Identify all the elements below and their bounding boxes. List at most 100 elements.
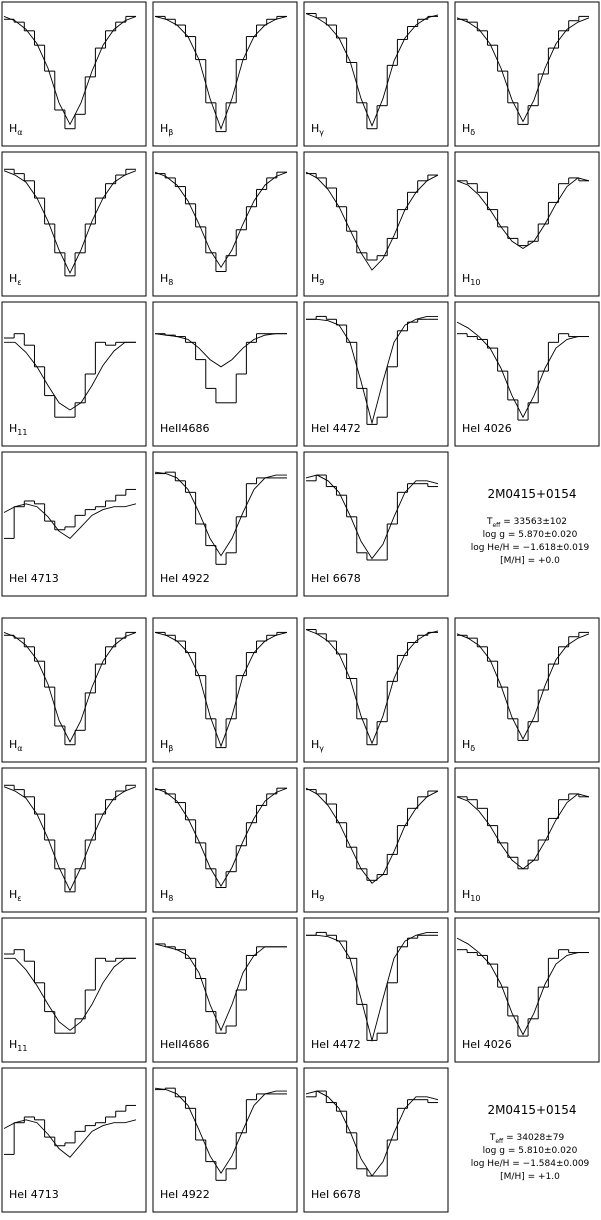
label: Hδ bbox=[462, 738, 475, 753]
model-line bbox=[305, 1090, 439, 1177]
label: [M/H] = +0.0 bbox=[500, 556, 560, 566]
object-name: 2M0415+0154 bbox=[487, 487, 576, 501]
label: log He/H = −1.584±0.009 bbox=[471, 1159, 590, 1169]
label-main: HeII4686 bbox=[160, 1038, 210, 1051]
label-sub: δ bbox=[470, 128, 475, 137]
panel-frame bbox=[152, 451, 298, 597]
model-line bbox=[4, 341, 136, 411]
label-main: H bbox=[160, 272, 168, 285]
label: Teff = 34028±79 bbox=[489, 1133, 565, 1145]
panel-frame bbox=[303, 917, 449, 1063]
label-main: HeI 6678 bbox=[311, 572, 361, 585]
model-line bbox=[4, 957, 136, 1031]
model-line bbox=[3, 786, 137, 892]
model-line bbox=[154, 1087, 287, 1174]
label: Hβ bbox=[160, 122, 173, 137]
panel-frame bbox=[303, 1067, 449, 1213]
panel-frame bbox=[303, 451, 449, 597]
label-text: [M/H] = +0.0 bbox=[500, 556, 560, 566]
panel-frame bbox=[1, 301, 147, 447]
label: HeII4686 bbox=[160, 1038, 210, 1051]
label: HeI 4472 bbox=[311, 422, 361, 435]
label: HeII4686 bbox=[160, 422, 210, 435]
label: Teff = 33563±102 bbox=[486, 517, 567, 529]
label-sub: 11 bbox=[17, 1044, 27, 1053]
panel-frame bbox=[1, 451, 147, 597]
label-main: T bbox=[486, 517, 493, 527]
panel-frame bbox=[1, 917, 147, 1063]
label: log g = 5.810±0.020 bbox=[483, 1146, 578, 1156]
object-name: 2M0415+0154 bbox=[487, 1103, 576, 1117]
label: H11 bbox=[9, 422, 27, 437]
panel-frame bbox=[152, 617, 298, 763]
panel-frame bbox=[303, 767, 449, 913]
label-main: H bbox=[311, 738, 319, 751]
model-line bbox=[154, 787, 288, 887]
label-sub: eff bbox=[492, 522, 501, 529]
panel-frame bbox=[454, 1, 600, 147]
label-main: H bbox=[9, 1038, 17, 1051]
panel-frame bbox=[152, 1, 298, 147]
panel-frame bbox=[303, 301, 449, 447]
label: H10 bbox=[462, 888, 480, 903]
label-sub: 9 bbox=[319, 278, 324, 287]
label: HeI 4713 bbox=[9, 572, 59, 585]
model-line bbox=[306, 315, 438, 425]
label-sub: 10 bbox=[470, 278, 480, 287]
model-line bbox=[305, 787, 439, 884]
label-sub: ε bbox=[17, 894, 21, 903]
panel-frame bbox=[152, 1067, 298, 1213]
label-main: H bbox=[462, 122, 470, 135]
label-main: H bbox=[160, 888, 168, 901]
model-line bbox=[456, 17, 590, 123]
label: [M/H] = +1.0 bbox=[500, 1172, 560, 1182]
label-main: H bbox=[9, 738, 17, 751]
model-line bbox=[456, 633, 590, 740]
panel-frame bbox=[152, 767, 298, 913]
label-sub: ε bbox=[17, 278, 21, 287]
label: log g = 5.870±0.020 bbox=[483, 530, 578, 540]
label-sub: γ bbox=[319, 128, 324, 137]
label-main: H bbox=[462, 738, 470, 751]
label: Hα bbox=[9, 738, 23, 753]
label-sub: 10 bbox=[470, 894, 480, 903]
model-line bbox=[305, 13, 439, 128]
label-text: = 34028±79 bbox=[506, 1133, 564, 1143]
label-text: = 33563±102 bbox=[503, 517, 567, 527]
panel-frame bbox=[303, 151, 449, 297]
label: H10 bbox=[462, 272, 480, 287]
model-line bbox=[3, 1119, 137, 1158]
label-sub: β bbox=[168, 128, 173, 137]
label-sub: γ bbox=[319, 744, 324, 753]
model-line bbox=[305, 474, 439, 560]
label-main: H bbox=[462, 888, 470, 901]
model-line bbox=[154, 943, 287, 1032]
label-main: H bbox=[9, 422, 17, 435]
model-line bbox=[154, 631, 288, 748]
label-text: log g = 5.870±0.020 bbox=[483, 530, 578, 540]
panel-frame bbox=[1, 617, 147, 763]
label: log He/H = −1.618±0.019 bbox=[471, 543, 590, 553]
label: H9 bbox=[311, 888, 324, 903]
label: HeI 6678 bbox=[311, 1188, 361, 1201]
label-sub: 9 bbox=[319, 894, 324, 903]
label: H9 bbox=[311, 272, 324, 287]
model-line bbox=[3, 503, 137, 539]
label-main: HeI 4922 bbox=[160, 572, 210, 585]
label-sub: α bbox=[17, 744, 22, 753]
label-main: H bbox=[9, 888, 17, 901]
panel-frame bbox=[454, 767, 600, 913]
label: HeI 4026 bbox=[462, 422, 512, 435]
label-main: H bbox=[9, 272, 17, 285]
label: HeI 4713 bbox=[9, 1188, 59, 1201]
panel-frame bbox=[454, 617, 600, 763]
model-line bbox=[154, 471, 287, 557]
label: Hε bbox=[9, 272, 22, 287]
panel-frame bbox=[454, 917, 600, 1063]
label: HeI 6678 bbox=[311, 572, 361, 585]
panel-frame bbox=[1, 1, 147, 147]
panel-frame bbox=[454, 151, 600, 297]
label: HeI 4472 bbox=[311, 1038, 361, 1051]
panel-frame bbox=[152, 301, 298, 447]
